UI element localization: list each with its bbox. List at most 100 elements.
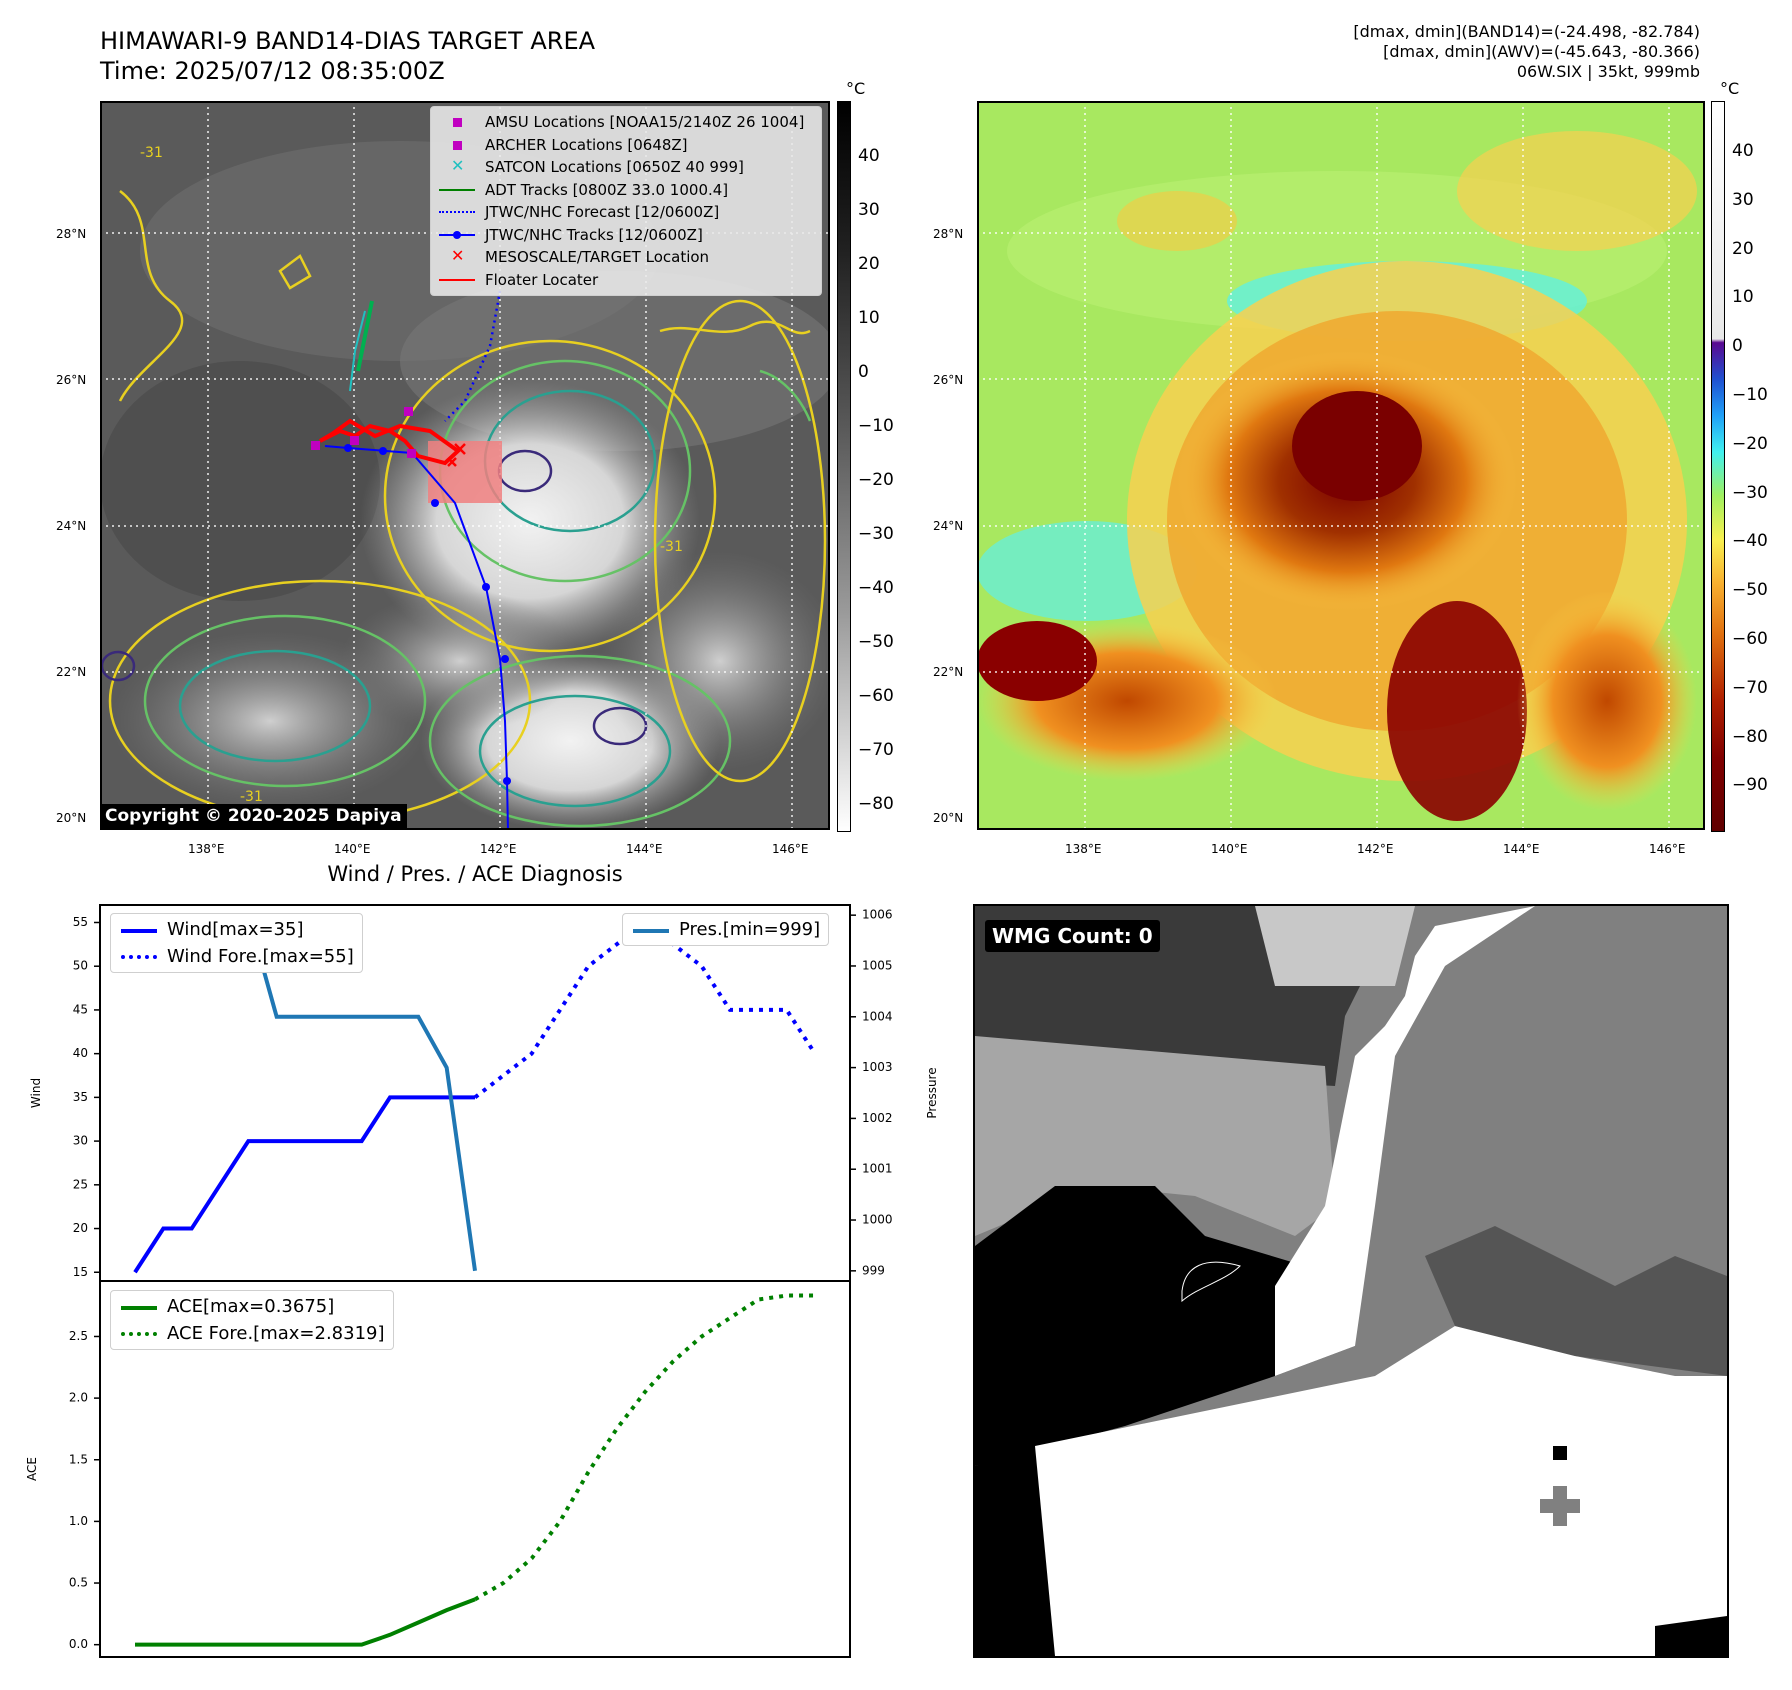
lon-label: 146°E [772,842,809,856]
colorbar-gray [837,101,851,832]
contour-value-label: -31 [240,789,263,805]
colorbar-gray-tick-label: 10 [858,308,880,328]
diagnosis-title: Wind / Pres. / ACE Diagnosis [327,862,623,886]
pressure-tick-label: 1001 [862,1162,893,1176]
colorbar-gray-tick-label: −10 [858,416,894,436]
pressure-tick-label: 1006 [862,908,893,922]
wind-series-line [133,1095,475,1274]
wind-fore-legend-label: Wind Fore.[max=55] [167,946,354,967]
ir-grayscale-map[interactable]: -31 -31 -31 AMSU Locations [NOAA15/2140Z… [100,101,830,830]
lat-label: 28°N [56,227,87,241]
lon-label: 138°E [188,842,225,856]
colorbar-color-tick-label: −10 [1732,385,1768,405]
colorbar-unit-color: °C [1720,79,1740,98]
colorbar-gray-tick-label: −30 [858,524,894,544]
wmg-count-label: WMG Count: 0 [985,920,1160,952]
colorbar-color-tick-label: −80 [1732,726,1768,747]
lat-label: 20°N [56,811,87,825]
wmg-panel[interactable]: WMG Count: 0 [973,904,1729,1658]
meta-line1: [dmax, dmin](BAND14)=(-24.498, -82.784) [1353,22,1700,41]
amsu-markers [311,407,416,458]
pressure-tick-label: 1002 [862,1111,893,1125]
lon-label: 140°E [334,842,371,856]
wind-tick-label: 50 [73,959,88,973]
wmg-region-white-band [1275,906,1535,1376]
figure-title-line2: Time: 2025/07/12 08:35:00Z [100,57,445,85]
lon-label: 140°E [1211,842,1248,856]
colorbar-color [1711,101,1725,832]
colorbar-unit-gray: °C [846,79,866,98]
ace-tick-label: 2.5 [69,1329,88,1343]
lon-label: 142°E [1357,842,1394,856]
lat-label: 24°N [56,519,87,533]
wmg-region-lightgray [1255,906,1415,986]
copyright-label: Copyright © 2020-2025 Dapiya [100,804,407,828]
colorbar-gray-tick-label: 0 [858,362,869,382]
colorbar-gray-tick-label: 30 [858,200,880,220]
ace-fore-legend-label: ACE Fore.[max=2.8319] [167,1323,385,1344]
ace-series-line [135,1597,476,1647]
legend-item-forecast: JTWC/NHC Forecast [12/0600Z] [437,201,815,224]
ace-tick-label: 0.0 [69,1637,88,1651]
wind-tick-label: 25 [73,1177,88,1191]
colorbar-color-tick-label: 40 [1732,141,1754,161]
colorbar-color-tick-label: −60 [1732,629,1768,649]
pressure-tick-label: 1005 [862,958,893,972]
wind-tick-label: 35 [73,1090,88,1104]
wind-legend-label: Wind[max=35] [167,919,304,940]
map-legend: AMSU Locations [NOAA15/2140Z 26 1004] AR… [430,106,822,296]
wind-tick-label: 55 [73,915,88,929]
pressure-legend: Pres.[min=999] [622,913,830,946]
wind-forecast-series-line [473,919,817,1099]
colorbar-color-tick-label: −20 [1732,433,1768,454]
colorbar-color-tick-label: −30 [1732,482,1768,503]
contour-value-label: -31 [660,539,683,555]
figure-title-line1: HIMAWARI-9 BAND14-DIAS TARGET AREA [100,27,596,55]
colorbar-gray-tick-label: −20 [858,470,894,490]
lat-label: 20°N [933,811,964,825]
wind-legend: Wind[max=35] Wind Fore.[max=55] [110,913,363,973]
colorbar-color-tick-label: −40 [1732,531,1768,552]
wmg-region-black [975,1186,1355,1466]
wmg-region-darker-gray [1425,1226,1727,1376]
ace-axis-label: ACE [25,1457,39,1481]
mesoscale-target-markers [447,443,466,467]
colorbar-color-tick-label: 0 [1732,336,1743,357]
lon-label: 146°E [1649,842,1686,856]
colorbar-color-tick-label: 20 [1732,238,1754,259]
meta-line2: [dmax, dmin](AWV)=(-45.643, -80.366) [1383,42,1700,61]
lat-label: 28°N [933,227,964,241]
colorbar-color-tick-label: 30 [1732,189,1754,210]
lon-label: 138°E [1065,842,1102,856]
floater-locater-track [318,418,462,466]
lon-label: 144°E [626,842,663,856]
legend-item-archer: ARCHER Locations [0648Z] [437,134,815,157]
meta-line3: 06W.SIX | 35kt, 999mb [1516,62,1700,81]
wmg-region-white [1035,1326,1727,1656]
pressure-tick-label: 1000 [862,1213,893,1227]
lat-label: 22°N [933,665,964,679]
lat-label: 22°N [56,665,87,679]
legend-item-amsu: AMSU Locations [NOAA15/2140Z 26 1004] [437,111,815,134]
pressure-axis-label: Pressure [925,1067,939,1118]
ace-legend: ACE[max=0.3675] ACE Fore.[max=2.8319] [110,1290,394,1350]
colorbar-gray-tick-label: −60 [858,686,894,706]
legend-item-mesoscale: ✕ MESOSCALE/TARGET Location [451,246,710,266]
ace-tick-label: 2.0 [69,1391,88,1405]
lat-label: 24°N [933,519,964,533]
pressure-tick-label: 1003 [862,1060,893,1074]
adt-track-line [356,300,374,372]
ir-color-enhanced-map[interactable] [977,101,1705,830]
pressure-tick-label: 999 [862,1263,885,1277]
wind-tick-label: 40 [73,1046,88,1060]
satcon-track-line [349,310,366,392]
wind-axis-label: Wind [29,1078,43,1108]
lon-label: 144°E [1503,842,1540,856]
wind-tick-label: 45 [73,1002,88,1016]
legend-item-satcon: ✕ SATCON Locations [0650Z 40 999] [451,156,744,176]
ace-tick-label: 0.5 [69,1576,88,1590]
lat-label: 26°N [933,373,964,387]
wind-tick-label: 30 [73,1134,88,1148]
colorbar-gray-tick-label: 20 [858,254,880,274]
lon-label: 142°E [480,842,517,856]
